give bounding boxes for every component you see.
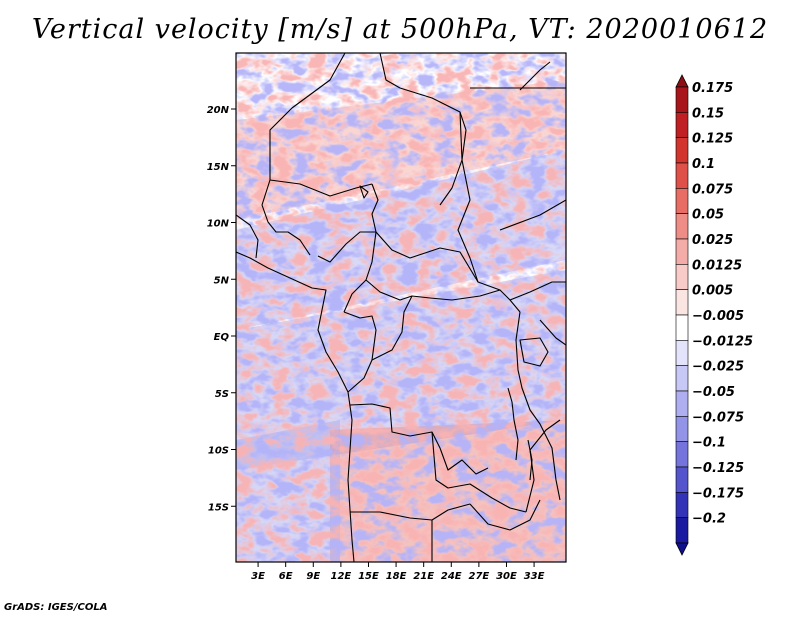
colorbar-swatch — [675, 238, 689, 265]
colorbar-swatch — [675, 86, 689, 113]
y-tick-label: 10N — [207, 219, 230, 230]
border-car — [375, 231, 521, 313]
y-axis: 20N 15N 10N 5N EQ 5S 10S 15S — [207, 105, 236, 513]
x-axis: 3E 6E 9E 12E 15E 18E 21E 24E 27E 30E 33E — [251, 562, 545, 582]
x-tick-label: 9E — [306, 571, 320, 582]
colorbar-label: 0.175 — [692, 81, 733, 96]
border-car-south — [365, 279, 501, 301]
colorbar-swatch — [675, 112, 689, 138]
border-drc-west — [371, 295, 413, 361]
y-tick-label: 15N — [207, 162, 230, 173]
colorbar-label: −0.1 — [692, 436, 726, 451]
x-tick-label: 12E — [331, 571, 352, 582]
colorbar-label: 0.0125 — [692, 258, 742, 273]
colorbar-swatch — [675, 441, 689, 468]
red-sea-coast — [519, 61, 551, 91]
lake-chad — [359, 185, 369, 199]
x-tick-label: 21E — [413, 571, 434, 582]
border-zambia — [431, 431, 527, 513]
border-niger-chad — [371, 183, 379, 233]
colorbar-label: 0.125 — [692, 132, 733, 147]
colorbar-swatch — [675, 188, 689, 214]
x-tick-label: 15E — [358, 571, 379, 582]
y-tick-label: 5S — [215, 389, 229, 400]
border-west-africa-1 — [236, 214, 259, 259]
colorbar-label: −0.0125 — [692, 334, 753, 349]
colorbar-label: 0.025 — [692, 233, 733, 248]
border-ethiopia — [509, 281, 566, 301]
border-angola-namibia — [350, 503, 471, 521]
border-sahara-north-1 — [269, 53, 346, 180]
colorbar-label: 0.15 — [692, 106, 724, 121]
colorbar-label: −0.05 — [692, 385, 735, 400]
colorbar-swatch — [675, 390, 689, 417]
country-borders — [236, 53, 566, 562]
lake-tanganyika — [507, 387, 519, 461]
lake-victoria — [519, 337, 549, 367]
colorbar-swatch — [675, 340, 689, 366]
x-tick-label: 3E — [251, 571, 265, 582]
map-title: Vertical velocity [m/s] at 500hPa, VT: 2… — [31, 14, 769, 45]
border-east-africa — [515, 311, 561, 501]
x-tick-label: 18E — [386, 571, 407, 582]
colorbar-swatch — [675, 492, 689, 518]
grads-credit: GrADS: IGES/COLA — [4, 602, 108, 613]
colorbar: 0.175 0.15 0.125 0.1 0.075 0.05 0.025 0.0125 0.0… — [675, 74, 753, 556]
border-coastline-west — [236, 251, 355, 562]
border-somalia-kenya — [539, 319, 566, 346]
border-chad-sudan — [457, 159, 479, 283]
border-west-africa-2 — [261, 179, 311, 256]
colorbar-swatch — [675, 416, 689, 442]
colorbar-label: 0.05 — [692, 208, 724, 223]
y-tick-label: 15S — [208, 502, 229, 513]
colorbar-swatch — [675, 314, 689, 341]
colorbar-swatch — [675, 264, 689, 290]
colorbar-swatch — [675, 162, 689, 189]
velocity-texture — [236, 53, 566, 562]
border-zimbabwe — [469, 499, 541, 531]
colorbar-swatch — [675, 289, 689, 316]
nile-river — [459, 111, 467, 161]
x-tick-label: 33E — [524, 571, 545, 582]
colorbar-label: −0.025 — [692, 360, 744, 375]
colorbar-label: −0.075 — [692, 410, 744, 425]
x-tick-label: 30E — [496, 571, 517, 582]
border-sahara-north-2 — [379, 53, 463, 206]
x-tick-label: 24E — [441, 571, 462, 582]
y-tick-label: 5N — [214, 275, 230, 286]
colorbar-swatch — [675, 213, 689, 240]
border-sudan-east — [499, 199, 566, 231]
x-tick-label: 6E — [279, 571, 293, 582]
colorbar-bottom-arrow — [675, 542, 689, 556]
colorbar-top-arrow — [675, 74, 689, 88]
border-congo — [343, 311, 377, 393]
colorbar-label: 0.005 — [692, 284, 733, 299]
colorbar-swatch — [675, 137, 689, 164]
colorbar-swatch — [675, 517, 689, 544]
colorbar-label: 0.1 — [692, 157, 715, 172]
lake-malawi — [527, 439, 533, 481]
colorbar-swatch — [675, 365, 689, 392]
colorbar-swatch — [675, 466, 689, 493]
colorbar-label: −0.2 — [692, 512, 726, 527]
y-tick-label: 10S — [208, 446, 229, 457]
y-tick-label: EQ — [214, 332, 230, 343]
colorbar-label: 0.075 — [692, 182, 733, 197]
colorbar-label: −0.005 — [692, 309, 744, 324]
y-tick-label: 20N — [207, 105, 230, 116]
plot-frame — [235, 52, 567, 563]
colorbar-label: −0.125 — [692, 461, 744, 476]
x-tick-label: 27E — [469, 571, 490, 582]
colorbar-label: −0.175 — [692, 486, 744, 501]
field-layer — [236, 53, 566, 562]
